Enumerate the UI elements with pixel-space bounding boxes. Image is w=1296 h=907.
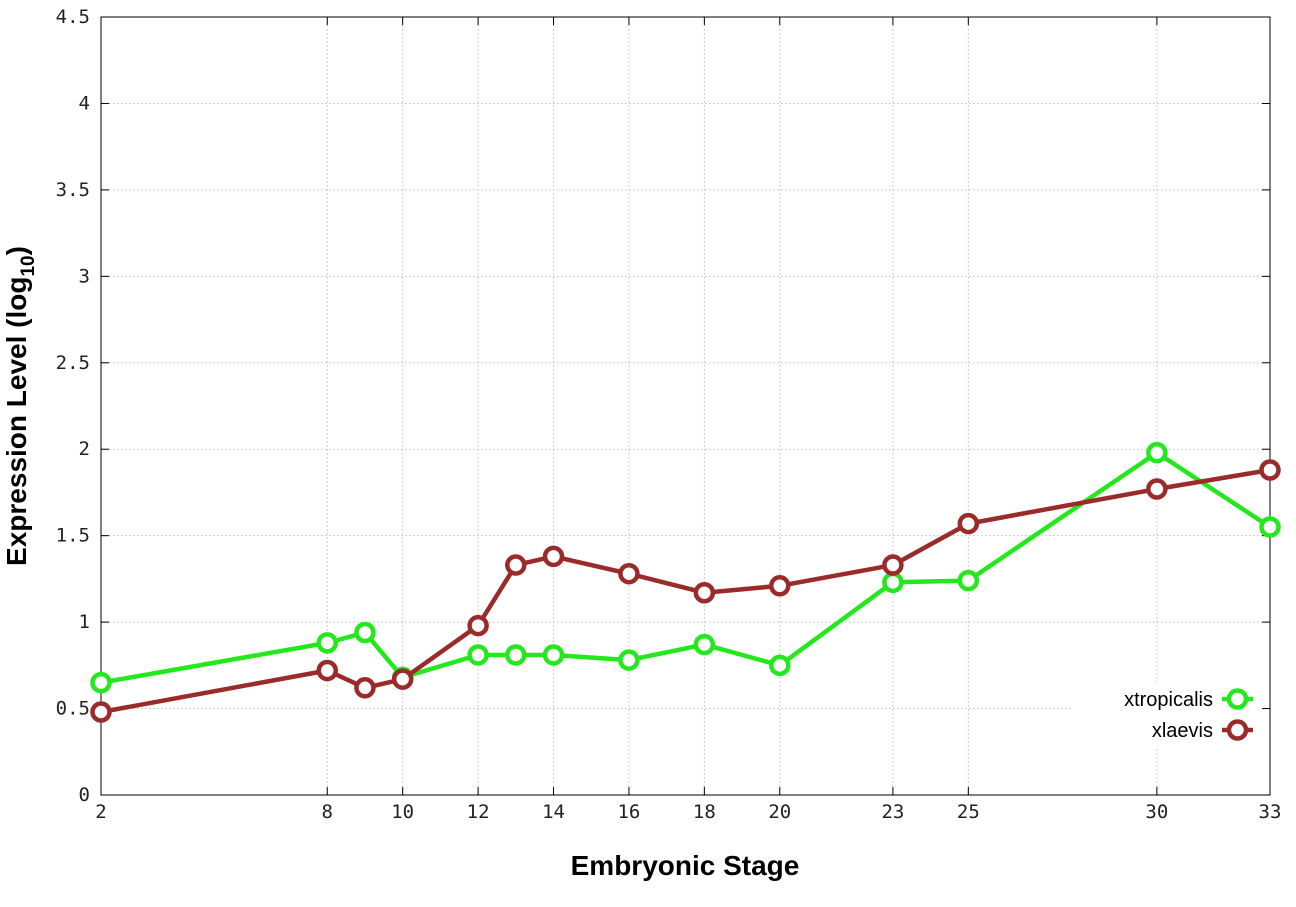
data-point-xlaevis <box>90 701 112 723</box>
y-tick-label: 4.5 <box>56 6 90 28</box>
y-axis-title: Expression Level (log10) <box>1 246 39 566</box>
data-point-xtropicalis <box>769 654 791 677</box>
legend-marker-xlaevis <box>1226 719 1249 741</box>
y-axis-title-close: ) <box>1 246 32 255</box>
data-point-xtropicalis <box>316 632 339 654</box>
data-point-xtropicalis <box>354 621 376 644</box>
x-tick-label: 25 <box>957 801 980 823</box>
y-tick-label: 3.5 <box>56 179 90 201</box>
x-tick-label: 8 <box>322 801 333 823</box>
data-point-xtropicalis <box>542 644 565 666</box>
data-point-xlaevis <box>354 677 376 699</box>
data-point-xlaevis <box>505 554 527 576</box>
y-tick-label: 1.5 <box>56 525 90 547</box>
data-point-xlaevis <box>467 614 489 637</box>
y-tick-label: 3 <box>79 265 90 287</box>
data-point-xlaevis <box>391 668 414 690</box>
y-tick-label: 1 <box>79 611 90 633</box>
series-xtropicalis <box>90 441 1281 694</box>
data-point-xtropicalis <box>1146 441 1168 464</box>
y-tick-label: 0.5 <box>56 698 90 720</box>
tick-labels: 0 0.5 1 1.5 2 2.5 3 3.5 4 4.5 2 8 10 12 14 16 18 20 23 25 30… <box>56 6 1282 823</box>
legend-label-xtropicalis: xtropicalis <box>1124 689 1213 711</box>
data-point-xlaevis <box>882 554 904 576</box>
data-point-xtropicalis <box>505 644 527 666</box>
data-point-xtropicalis <box>467 644 489 666</box>
data-point-xtropicalis <box>1259 516 1281 538</box>
data-point-xtropicalis <box>882 571 904 594</box>
x-tick-label: 10 <box>391 801 414 823</box>
legend-label-xlaevis: xlaevis <box>1152 720 1213 742</box>
y-tick-label: 4 <box>79 92 90 114</box>
data-point-xlaevis <box>693 581 716 604</box>
x-tick-label: 20 <box>768 801 791 823</box>
y-tick-label: 0 <box>79 784 90 806</box>
series-line-xtropicalis <box>100 450 1272 685</box>
data-point-xlaevis <box>542 545 565 568</box>
x-tick-label: 23 <box>881 801 904 823</box>
y-tick-label: 2.5 <box>56 352 90 374</box>
legend-marker-xtropicalis <box>1226 688 1249 710</box>
series-layer <box>90 441 1281 723</box>
x-tick-label: 18 <box>693 801 716 823</box>
plot-frame <box>100 16 1271 796</box>
data-point-xlaevis <box>957 512 980 535</box>
data-point-xtropicalis <box>693 633 716 656</box>
x-tick-label: 14 <box>542 801 565 823</box>
x-tick-label: 33 <box>1259 801 1282 823</box>
x-tick-label: 2 <box>95 801 106 823</box>
x-tick-label: 12 <box>467 801 490 823</box>
series-xlaevis <box>90 459 1281 723</box>
data-point-xtropicalis <box>90 671 112 694</box>
x-axis-title: Embryonic Stage <box>571 850 800 881</box>
data-point-xlaevis <box>1146 478 1168 500</box>
y-tick-label: 2 <box>79 438 90 460</box>
data-point-xlaevis <box>316 659 339 682</box>
y-axis-title-subscript: 10 <box>18 255 39 276</box>
x-tick-label: 16 <box>617 801 640 823</box>
data-point-xlaevis <box>769 575 791 597</box>
y-axis-title-main: Expression Level (log <box>1 277 32 566</box>
data-point-xlaevis <box>618 562 640 585</box>
data-point-xlaevis <box>1259 459 1281 481</box>
legend: xtropicalis xlaevis <box>1072 682 1262 748</box>
x-tick-label: 30 <box>1145 801 1168 823</box>
data-point-xtropicalis <box>957 569 980 592</box>
data-point-xtropicalis <box>618 649 640 671</box>
series-line-xlaevis <box>100 467 1271 715</box>
